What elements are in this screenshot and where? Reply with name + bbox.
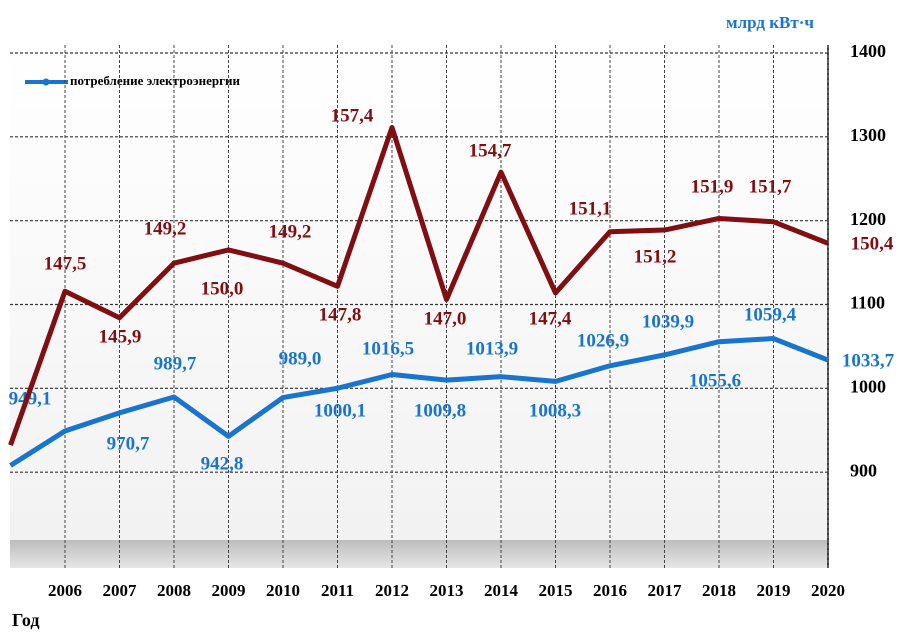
y-tick-label: 900	[850, 460, 877, 480]
data-label: 989,7	[154, 353, 197, 374]
data-label: 1016,5	[362, 338, 414, 359]
data-label: 970,7	[107, 433, 150, 454]
y-tick-label: 1400	[850, 41, 886, 61]
data-label: 150,4	[851, 233, 894, 254]
x-tick-label: 2018	[702, 581, 736, 600]
data-label: 1009,8	[414, 400, 466, 421]
data-label: 147,8	[319, 304, 362, 325]
series-line	[9, 336, 829, 468]
data-label: 151,9	[691, 176, 734, 197]
data-label: 942,8	[201, 453, 244, 474]
x-tick-label: 2009	[212, 581, 246, 600]
x-axis-label: Год	[12, 610, 39, 630]
data-label: 1026,9	[577, 330, 629, 351]
data-label: 157,4	[331, 105, 374, 126]
data-label: 1008,3	[529, 400, 581, 421]
legend-marker	[42, 78, 50, 86]
legend: потребление электроэнергии	[25, 73, 240, 88]
x-tick-label: 2014	[484, 581, 519, 600]
y-tick-label: 1300	[850, 125, 886, 145]
data-label: 149,2	[269, 221, 312, 242]
x-band	[10, 540, 828, 568]
y-tick-label: 1200	[850, 209, 886, 229]
y-tick-label: 1000	[850, 376, 886, 396]
data-label: 1055,6	[689, 370, 741, 391]
data-label: 1039,9	[642, 311, 694, 332]
data-label: 147,5	[44, 253, 87, 274]
data-label: 149,2	[144, 218, 187, 239]
x-tick-label: 2015	[539, 581, 573, 600]
data-label: 989,0	[279, 348, 322, 369]
x-tick-label: 2016	[593, 581, 627, 600]
data-label: 150,0	[201, 278, 244, 299]
x-tick-label: 2017	[648, 581, 683, 600]
x-tick-label: 2006	[48, 581, 82, 600]
data-label: 151,1	[569, 198, 612, 219]
x-tick-label: 2010	[266, 581, 300, 600]
series-line	[8, 124, 829, 446]
data-label: 949,1	[9, 388, 52, 409]
data-label: 145,9	[99, 326, 142, 347]
data-label: 1013,9	[466, 338, 518, 359]
data-label: 147,0	[424, 308, 467, 329]
data-label: 1000,1	[314, 400, 366, 421]
x-tick-label: 2011	[321, 581, 354, 600]
data-label: 147,4	[529, 308, 572, 329]
y-tick-label: 1100	[850, 293, 885, 313]
x-tick-label: 2013	[430, 581, 464, 600]
legend-label: потребление электроэнергии	[70, 73, 240, 88]
x-tick-label: 2019	[757, 581, 791, 600]
x-tick-label: 2008	[157, 581, 191, 600]
data-label: 151,7	[749, 176, 792, 197]
x-tick-label: 2012	[375, 581, 409, 600]
data-label: 151,2	[634, 246, 677, 267]
data-label: 1059,4	[744, 304, 797, 325]
data-label: 154,7	[469, 140, 512, 161]
data-label: 1033,7	[842, 350, 895, 371]
x-tick-label: 2020	[811, 581, 845, 600]
plot-area	[10, 45, 828, 540]
x-tick-label: 2007	[103, 581, 138, 600]
y-axis-label: млрд кВт·ч	[726, 13, 814, 32]
